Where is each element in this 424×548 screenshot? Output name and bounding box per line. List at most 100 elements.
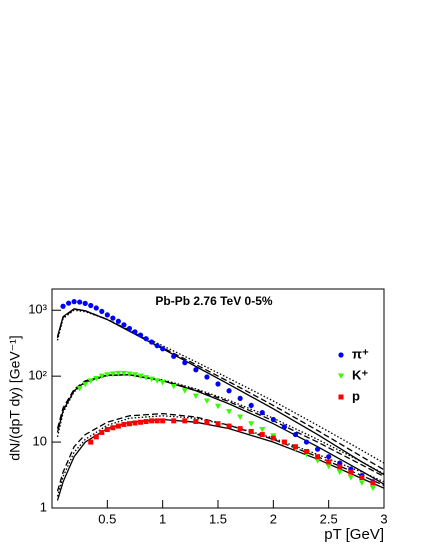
data-point [143, 336, 149, 342]
data-point [259, 432, 265, 438]
data-point [115, 370, 122, 377]
model-curve [56, 415, 385, 497]
model-curve [56, 308, 385, 471]
x-tick-label: 1 [159, 511, 166, 526]
data-point [281, 424, 287, 430]
data-point [154, 418, 160, 424]
data-point [126, 371, 133, 377]
data-point [60, 303, 66, 309]
data-point [121, 421, 127, 427]
data-point [336, 469, 343, 476]
data-point [259, 410, 265, 416]
data-point [160, 346, 166, 352]
data-point [171, 353, 177, 359]
data-point [171, 418, 177, 424]
data-point [149, 339, 155, 345]
data-point [248, 402, 254, 409]
data-point [143, 419, 149, 425]
x-axis-label: pT [GeV] [324, 526, 384, 543]
y-axis-label: dN/(dpT dy) [GeV⁻¹] [7, 335, 23, 460]
data-point [87, 378, 94, 384]
data-point [337, 464, 343, 470]
data-point [337, 460, 343, 466]
legend-marker [338, 352, 344, 358]
data-point [215, 381, 221, 387]
data-point [126, 325, 133, 332]
data-point [160, 418, 166, 424]
data-point [137, 373, 144, 380]
data-point [315, 446, 321, 452]
data-point [159, 380, 166, 386]
legend-marker [338, 373, 344, 379]
data-point [248, 428, 254, 434]
data-point [77, 299, 83, 305]
data-point [358, 480, 365, 486]
data-point [98, 373, 105, 380]
data-point [204, 374, 210, 380]
data-point [303, 439, 310, 445]
data-point [181, 388, 188, 394]
data-point [347, 475, 354, 481]
data-point [270, 435, 276, 441]
data-point [121, 322, 127, 328]
data-point [193, 367, 199, 373]
data-point [359, 475, 365, 481]
data-point [99, 308, 105, 315]
data-point [71, 299, 77, 305]
data-point [369, 485, 376, 492]
data-point [66, 300, 72, 306]
data-point [215, 421, 221, 427]
x-tick-label: 2.5 [320, 511, 338, 526]
data-point [104, 312, 110, 318]
data-point [88, 302, 94, 309]
x-tick-label: 2 [270, 511, 277, 526]
y-tick-label: 10² [28, 368, 47, 383]
legend-label: π⁺ [352, 346, 369, 361]
data-point [237, 395, 243, 401]
data-point [237, 426, 243, 432]
data-point [270, 416, 276, 423]
data-point [115, 318, 121, 324]
data-point [326, 454, 332, 460]
data-point [226, 409, 233, 415]
data-point [193, 419, 199, 425]
data-point [237, 414, 244, 421]
data-point [138, 419, 144, 425]
data-point [148, 376, 155, 383]
legend-label: K⁺ [352, 367, 368, 382]
data-point [304, 448, 310, 454]
data-point [149, 418, 155, 424]
y-tick-label: 1 [40, 499, 47, 514]
data-point [192, 393, 199, 400]
data-point [99, 429, 105, 435]
model-curve [56, 373, 385, 475]
x-tick-label: 1.5 [209, 511, 227, 526]
data-point [170, 383, 177, 390]
data-point [182, 360, 188, 366]
data-point [370, 480, 376, 486]
data-point [120, 370, 127, 377]
data-point [110, 425, 116, 431]
data-point [93, 434, 99, 440]
y-tick-label: 10 [33, 434, 47, 449]
data-point [314, 458, 321, 464]
data-point [82, 381, 89, 388]
data-point [348, 469, 354, 475]
annotation: Pb-Pb 2.76 TeV 0-5% [155, 294, 272, 308]
data-point [204, 419, 210, 425]
data-point [281, 439, 287, 445]
data-point [326, 459, 332, 465]
data-point [292, 431, 299, 438]
data-point [154, 343, 160, 349]
data-point [88, 439, 94, 445]
legend-marker [338, 394, 344, 400]
data-point [104, 372, 111, 378]
data-point [93, 305, 99, 311]
data-point [110, 315, 116, 321]
data-point [292, 444, 298, 450]
plot-frame [51, 288, 385, 509]
data-point [248, 421, 255, 427]
y-tick-label: 10³ [28, 302, 47, 317]
data-point [115, 423, 121, 429]
